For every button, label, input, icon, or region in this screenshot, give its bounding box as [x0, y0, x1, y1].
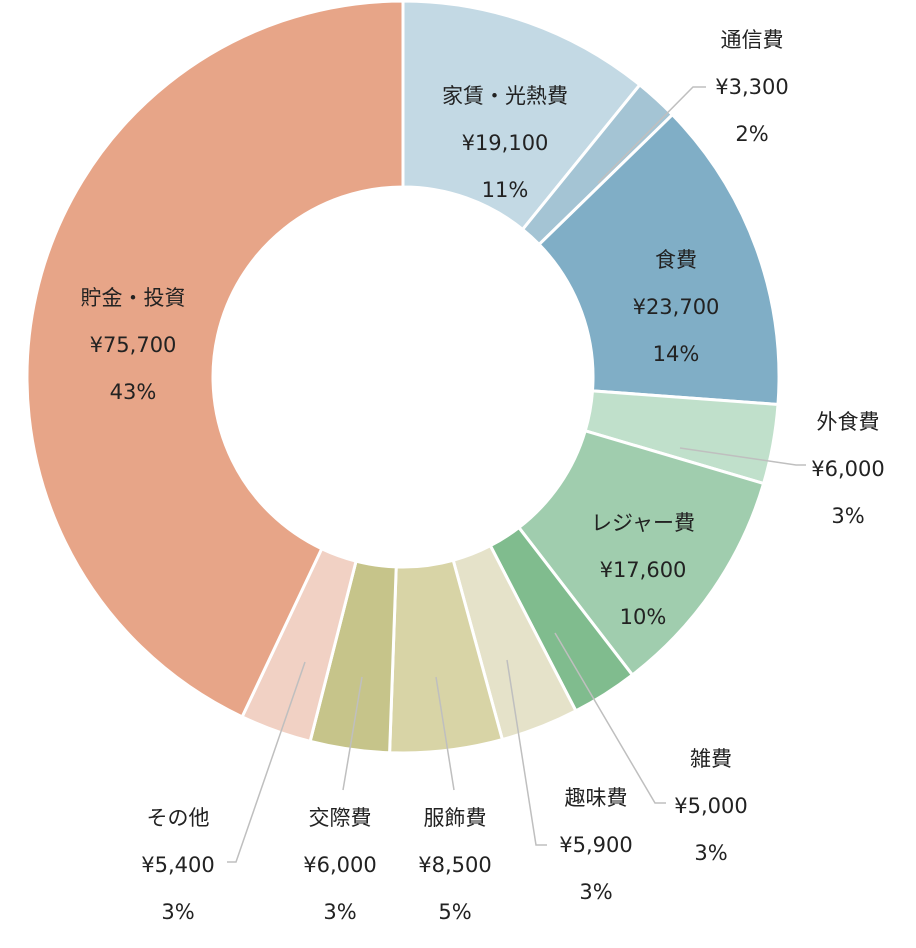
slice-label-percent: 2% [735, 122, 768, 146]
slice-label-name: 服飾費 [424, 806, 487, 830]
slice-label-name: レジャー費 [591, 511, 695, 535]
slice-label-percent: 3% [831, 504, 864, 528]
slice-label-amount: ¥5,000 [674, 794, 747, 818]
slice-label: 交際費 ¥6,000 3% [303, 806, 376, 924]
slice-label-amount: ¥17,600 [600, 558, 687, 582]
slice-label-name: その他 [147, 806, 210, 830]
slice-label-amount: ¥5,900 [559, 833, 632, 857]
slice-label: 通信費 ¥3,300 2% [715, 28, 788, 146]
slice-label-amount: ¥6,000 [303, 853, 376, 877]
slice-label-percent: 14% [653, 342, 700, 366]
slice-label-percent: 5% [438, 900, 471, 924]
slice-label: その他 ¥5,400 3% [141, 806, 214, 924]
slice-label: 服飾費 ¥8,500 5% [418, 806, 491, 924]
leader-line [506, 659, 547, 846]
slice-label-percent: 3% [323, 900, 356, 924]
leader-line [227, 661, 306, 863]
slice-label-percent: 3% [694, 841, 727, 865]
slice-label-amount: ¥8,500 [418, 853, 491, 877]
slice-label-name: 食費 [655, 248, 697, 272]
slice-label-amount: ¥3,300 [715, 75, 788, 99]
leader-line [342, 676, 363, 791]
slice-label-amount: ¥75,700 [90, 333, 177, 357]
leader-line [554, 632, 666, 804]
leader-line [597, 86, 706, 184]
slice-label-percent: 3% [579, 880, 612, 904]
slice-label-percent: 10% [620, 605, 667, 629]
slice-label-percent: 11% [482, 178, 529, 202]
donut-slice [25, 0, 405, 719]
leader-lines [227, 86, 806, 863]
donut-slice [537, 113, 781, 406]
slice-label-amount: ¥19,100 [462, 131, 549, 155]
slice-labels: 家賃・光熱費 ¥19,100 11% 通信費 ¥3,300 2% 食費 ¥23,700 14% 外… [81, 28, 885, 924]
slice-label-name: 通信費 [721, 28, 784, 52]
slice-label: 外食費 ¥6,000 3% [811, 410, 884, 528]
slice-label: 貯金・投資 ¥75,700 43% [81, 286, 186, 404]
slice-label-name: 家賃・光熱費 [442, 84, 568, 108]
slice-label-name: 趣味費 [565, 786, 628, 810]
slice-label-percent: 43% [110, 380, 157, 404]
donut-slices [25, 0, 781, 755]
leader-line [435, 676, 455, 791]
slice-label: 雑費 ¥5,000 3% [674, 747, 747, 865]
slice-label-name: 貯金・投資 [81, 286, 186, 310]
slice-label-name: 交際費 [309, 806, 372, 830]
slice-label: レジャー費 ¥17,600 10% [591, 511, 695, 629]
slice-label: 家賃・光熱費 ¥19,100 11% [442, 84, 568, 202]
leader-line [679, 447, 806, 466]
slice-label: 食費 ¥23,700 14% [633, 248, 720, 366]
slice-label-amount: ¥5,400 [141, 853, 214, 877]
slice-label-name: 外食費 [817, 410, 880, 434]
slice-label-amount: ¥23,700 [633, 295, 720, 319]
slice-label: 趣味費 ¥5,900 3% [559, 786, 632, 904]
slice-label-amount: ¥6,000 [811, 457, 884, 481]
slice-label-percent: 3% [161, 900, 194, 924]
slice-label-name: 雑費 [690, 747, 732, 771]
